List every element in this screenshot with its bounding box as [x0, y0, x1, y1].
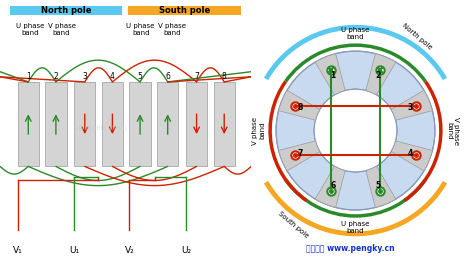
Wedge shape: [279, 90, 320, 120]
Bar: [186, 82, 207, 166]
Text: 1: 1: [330, 71, 335, 80]
Text: 1: 1: [26, 72, 31, 81]
Text: U₁: U₁: [69, 246, 79, 255]
Text: 4: 4: [110, 72, 115, 81]
Text: V₂: V₂: [125, 246, 134, 255]
Text: U phase
band: U phase band: [341, 27, 370, 40]
Wedge shape: [391, 90, 432, 120]
Text: 3: 3: [408, 103, 413, 112]
Wedge shape: [315, 166, 345, 207]
Text: www.pengky.cn: www.pengky.cn: [73, 125, 128, 131]
Text: 4: 4: [408, 149, 413, 158]
Text: 5: 5: [137, 72, 143, 81]
Bar: [10, 6, 122, 15]
Text: 5: 5: [376, 181, 381, 190]
Bar: [18, 82, 39, 166]
Bar: [157, 82, 178, 166]
Bar: [129, 82, 151, 166]
Text: V phase
band: V phase band: [158, 23, 186, 36]
Bar: [45, 82, 66, 166]
Text: 8: 8: [222, 72, 227, 81]
Wedge shape: [279, 141, 320, 171]
Text: U₂: U₂: [181, 246, 191, 255]
Text: 鹏茁科艺 www.pengky.cn: 鹏茁科艺 www.pengky.cn: [307, 244, 395, 253]
Text: 2: 2: [376, 71, 381, 80]
Bar: [128, 6, 241, 15]
Text: V phase
band: V phase band: [446, 116, 459, 145]
Text: 7: 7: [194, 72, 199, 81]
Wedge shape: [315, 54, 345, 95]
Circle shape: [314, 89, 397, 172]
Text: 6: 6: [330, 181, 335, 190]
Text: 3: 3: [82, 72, 87, 81]
Bar: [74, 82, 95, 166]
Text: U phase
band: U phase band: [127, 23, 155, 36]
Wedge shape: [366, 166, 396, 207]
Bar: [102, 82, 123, 166]
Text: 2: 2: [54, 72, 58, 81]
Text: 6: 6: [165, 72, 170, 81]
Text: North pole: North pole: [401, 23, 434, 51]
Wedge shape: [391, 141, 432, 171]
Text: V phase
band: V phase band: [252, 116, 265, 145]
Text: U phase
band: U phase band: [16, 23, 45, 36]
Bar: [213, 82, 235, 166]
Text: V phase
band: V phase band: [47, 23, 75, 36]
Text: South pole: South pole: [277, 210, 310, 239]
Wedge shape: [366, 54, 396, 95]
Text: U phase
band: U phase band: [341, 221, 370, 234]
Text: V₁: V₁: [13, 246, 22, 255]
Text: 7: 7: [298, 149, 303, 158]
Text: North pole: North pole: [41, 6, 91, 15]
Text: 8: 8: [298, 103, 303, 112]
Text: South pole: South pole: [159, 6, 210, 15]
